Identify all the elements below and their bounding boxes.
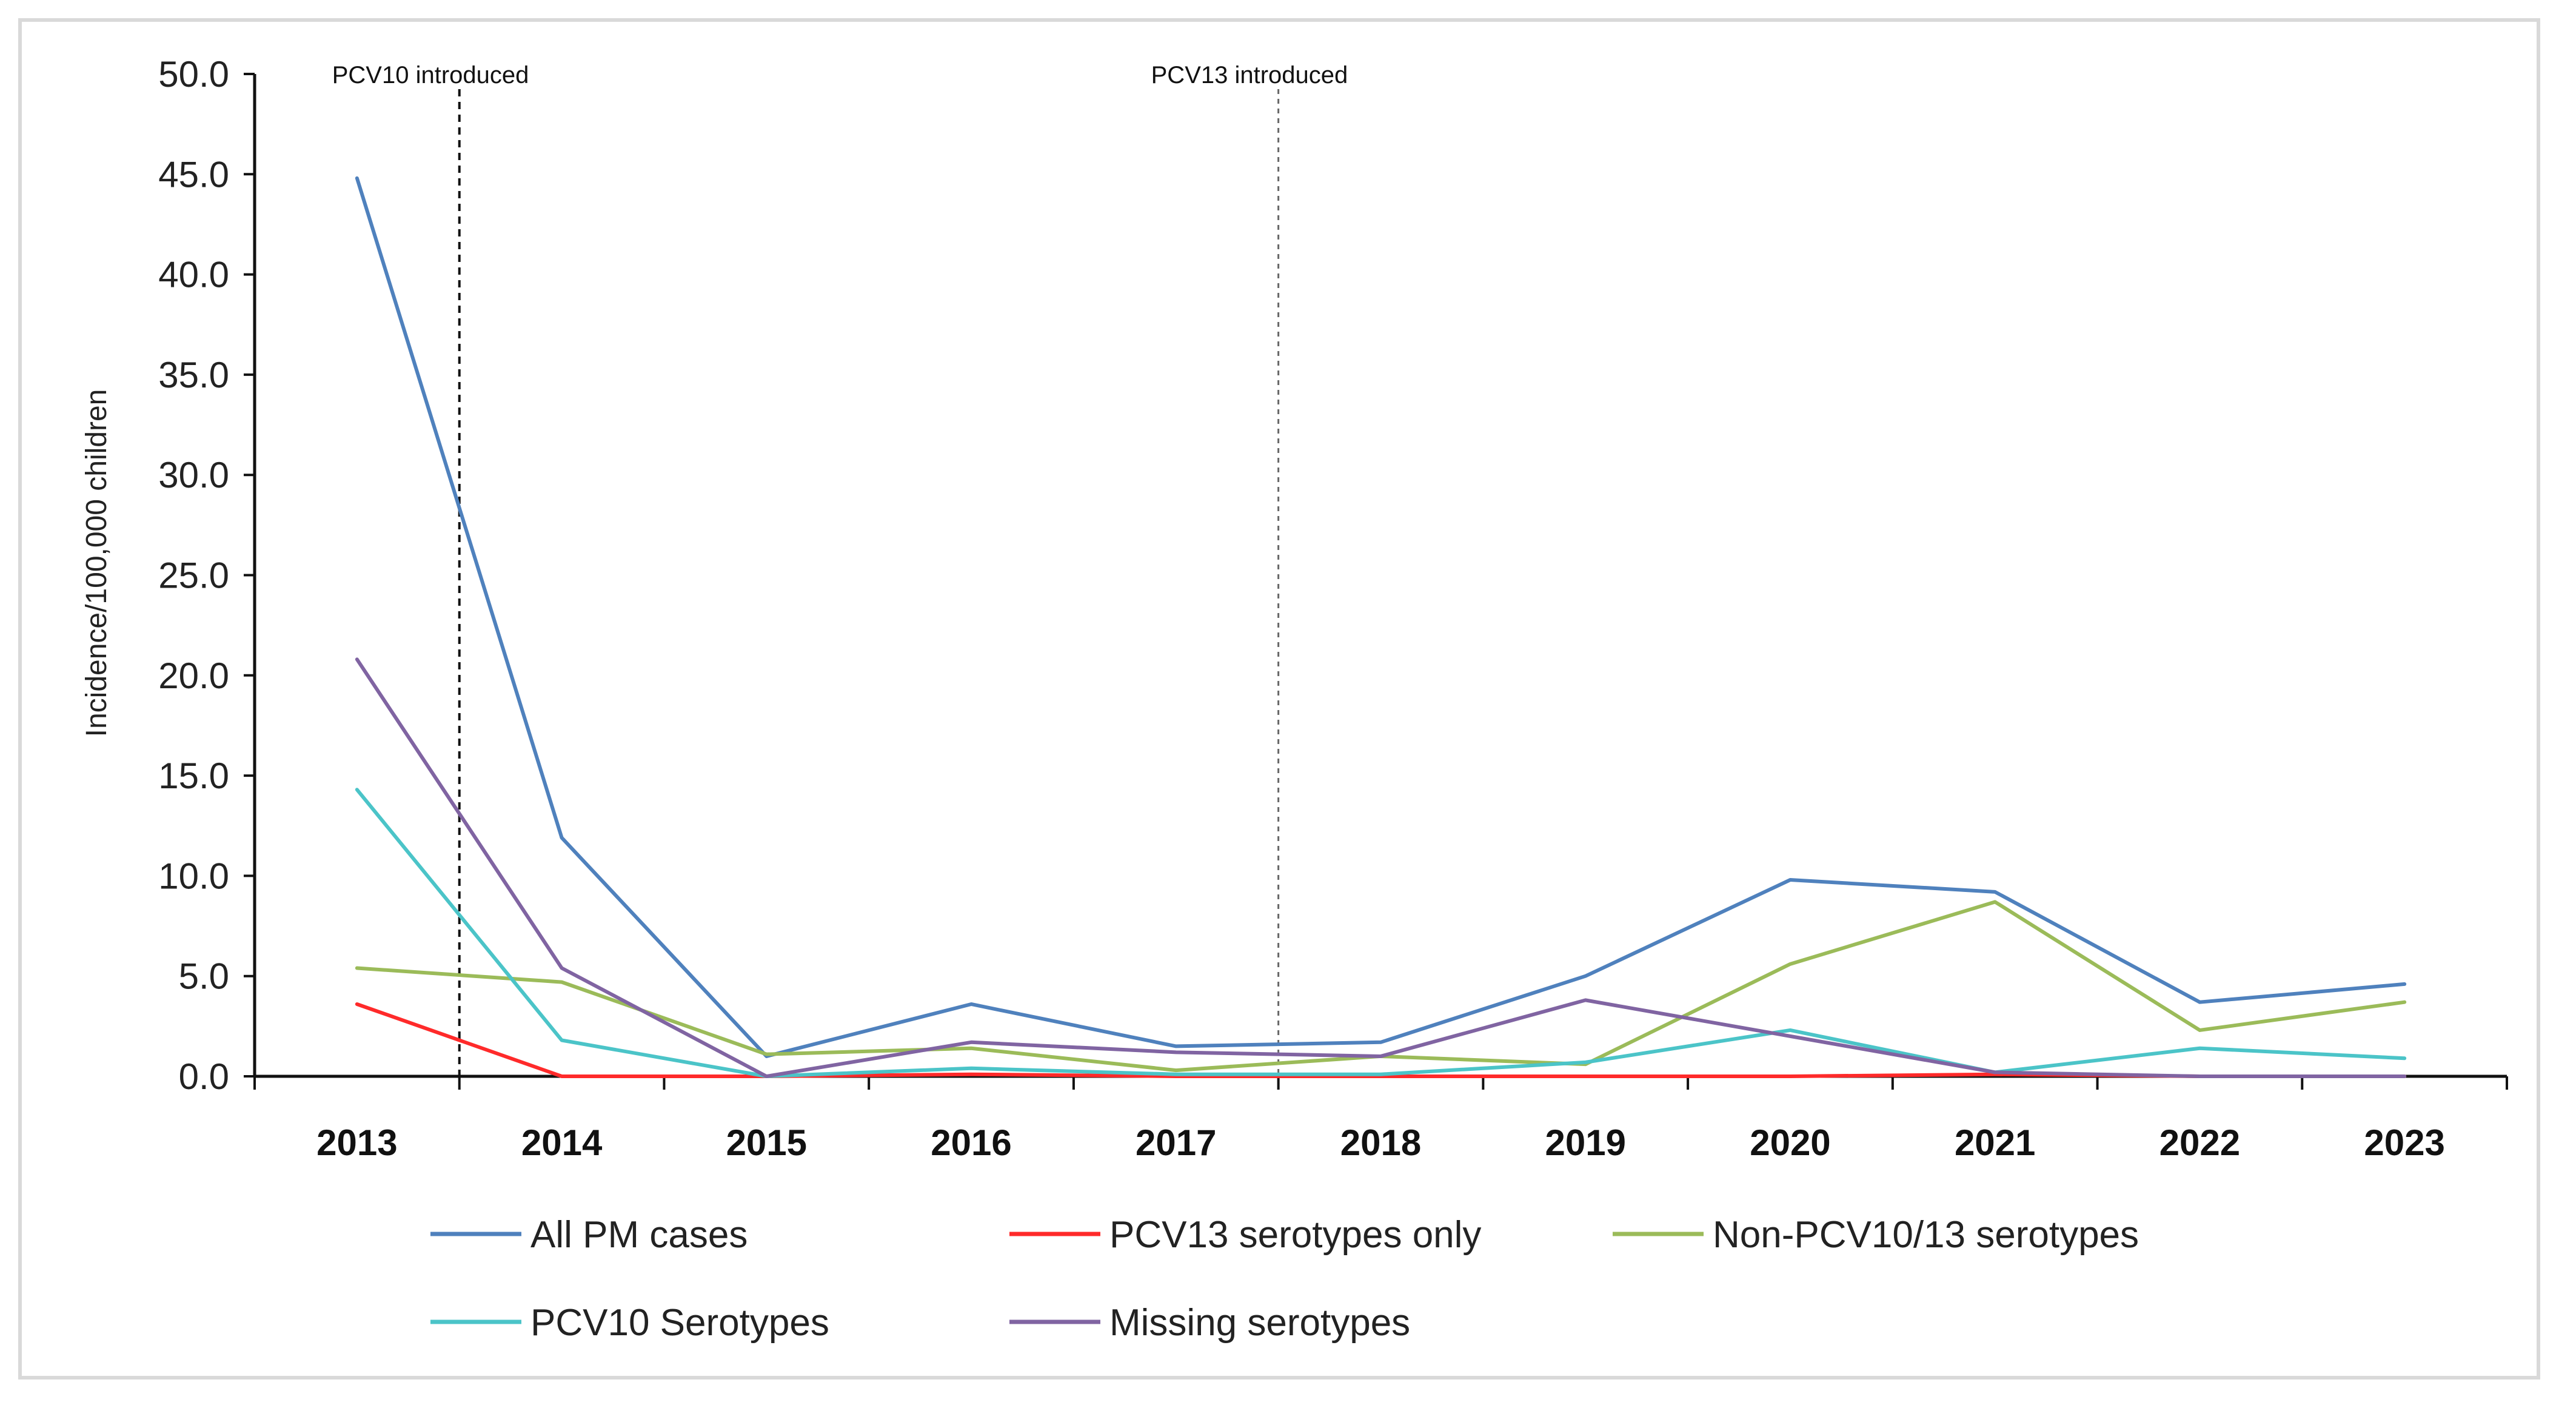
- data-point-all-pm-cases: [1379, 1041, 1382, 1044]
- y-tick-label: 35.0: [158, 355, 229, 395]
- data-point-non-pcv10-13-serotypes: [2198, 1028, 2201, 1031]
- data-point-pcv13-serotypes-only: [355, 1002, 358, 1005]
- data-point-non-pcv10-13-serotypes: [970, 1047, 973, 1050]
- data-point-pcv13-serotypes-only: [1788, 1075, 1791, 1078]
- data-point-pcv10-serotypes: [1379, 1073, 1382, 1076]
- y-tick-label: 20.0: [158, 655, 229, 696]
- data-point-all-pm-cases: [1174, 1045, 1177, 1048]
- data-point-all-pm-cases: [1584, 974, 1587, 977]
- data-point-missing-serotypes: [1788, 1034, 1791, 1038]
- y-tick-label: 30.0: [158, 455, 229, 495]
- x-tick-label: 2013: [316, 1122, 397, 1163]
- data-point-missing-serotypes: [1584, 999, 1587, 1002]
- legend-label-missing-serotypes: Missing serotypes: [1109, 1302, 1410, 1344]
- series-line-missing-serotypes: [355, 657, 2407, 1078]
- y-tick-label: 50.0: [158, 54, 229, 95]
- x-tick-label: 2015: [726, 1122, 807, 1163]
- data-point-missing-serotypes: [355, 658, 358, 661]
- pcv13-introduced-label: PCV13 introduced: [1151, 62, 1348, 89]
- x-tick-label: 2023: [2364, 1122, 2444, 1163]
- data-point-pcv10-serotypes: [1584, 1061, 1587, 1064]
- data-point-all-pm-cases: [1993, 890, 1996, 893]
- legend-label-pcv13-serotypes-only: PCV13 serotypes only: [1109, 1214, 1481, 1256]
- data-point-missing-serotypes: [765, 1075, 768, 1078]
- x-tick-label: 2018: [1340, 1122, 1421, 1163]
- series-line-pcv13-serotypes-only: [355, 1002, 2407, 1078]
- series-line-all-pm-cases: [355, 176, 2407, 1058]
- data-point-missing-serotypes: [560, 967, 563, 970]
- series-lines: [355, 176, 2407, 1078]
- data-point-all-pm-cases: [355, 176, 358, 179]
- y-tick-label: 25.0: [158, 555, 229, 596]
- data-point-all-pm-cases: [1788, 879, 1791, 882]
- y-tick-label: 10.0: [158, 856, 229, 896]
- data-point-pcv10-serotypes: [2198, 1047, 2201, 1050]
- data-point-missing-serotypes: [2198, 1075, 2201, 1078]
- data-point-pcv10-serotypes: [2403, 1057, 2406, 1060]
- legend-label-pcv10-serotypes: PCV10 Serotypes: [530, 1302, 829, 1344]
- data-point-pcv13-serotypes-only: [1584, 1075, 1587, 1078]
- data-point-all-pm-cases: [970, 1002, 973, 1005]
- legend-label-all-pm-cases: All PM cases: [530, 1214, 748, 1256]
- data-point-pcv13-serotypes-only: [970, 1073, 973, 1076]
- data-point-pcv10-serotypes: [560, 1039, 563, 1042]
- data-point-non-pcv10-13-serotypes: [1993, 900, 1996, 903]
- data-point-all-pm-cases: [560, 836, 563, 839]
- data-point-missing-serotypes: [970, 1041, 973, 1044]
- data-point-all-pm-cases: [2198, 1001, 2201, 1004]
- data-point-pcv10-serotypes: [1788, 1028, 1791, 1031]
- data-point-all-pm-cases: [2403, 982, 2406, 985]
- x-tick-label: 2022: [2159, 1122, 2240, 1163]
- y-tick-label: 0.0: [179, 1056, 229, 1097]
- data-point-non-pcv10-13-serotypes: [560, 981, 563, 984]
- legend-label-non-pcv10-13-serotypes: Non-PCV10/13 serotypes: [1713, 1214, 2139, 1256]
- x-tick-label: 2021: [1955, 1122, 2035, 1163]
- x-tick-label: 2019: [1545, 1122, 1625, 1163]
- series-line-pcv10-serotypes: [355, 788, 2407, 1078]
- data-point-pcv10-serotypes: [970, 1067, 973, 1070]
- data-point-pcv13-serotypes-only: [560, 1075, 563, 1078]
- series-line-non-pcv10-13-serotypes: [355, 900, 2407, 1073]
- data-point-pcv10-serotypes: [1174, 1073, 1177, 1076]
- x-tick-label: 2014: [521, 1122, 603, 1163]
- data-point-non-pcv10-13-serotypes: [765, 1053, 768, 1056]
- pcv10-introduced-label: PCV10 introduced: [332, 62, 529, 89]
- legend: All PM cases PCV13 serotypes only Non-PCV1…: [430, 1214, 2139, 1344]
- data-point-missing-serotypes: [1993, 1071, 1996, 1074]
- data-point-missing-serotypes: [1379, 1054, 1382, 1058]
- y-axis-label: Incidence/100,000 children: [81, 389, 113, 737]
- y-tick-label: 15.0: [158, 756, 229, 796]
- data-point-pcv10-serotypes: [355, 788, 358, 791]
- data-point-non-pcv10-13-serotypes: [355, 967, 358, 970]
- annotations: PCV10 introduced PCV13 introduced: [332, 62, 1348, 1076]
- x-tick-label: 2017: [1136, 1122, 1216, 1163]
- data-point-missing-serotypes: [2403, 1075, 2406, 1078]
- x-tick-label: 2020: [1750, 1122, 1830, 1163]
- data-point-non-pcv10-13-serotypes: [1788, 962, 1791, 965]
- y-tick-label: 45.0: [158, 154, 229, 195]
- y-tick-label: 5.0: [179, 956, 229, 997]
- y-tick-label: 40.0: [158, 255, 229, 295]
- x-tick-label: 2016: [931, 1122, 1011, 1163]
- data-point-non-pcv10-13-serotypes: [2403, 1001, 2406, 1004]
- data-point-non-pcv10-13-serotypes: [1174, 1069, 1177, 1072]
- data-point-missing-serotypes: [1174, 1051, 1177, 1054]
